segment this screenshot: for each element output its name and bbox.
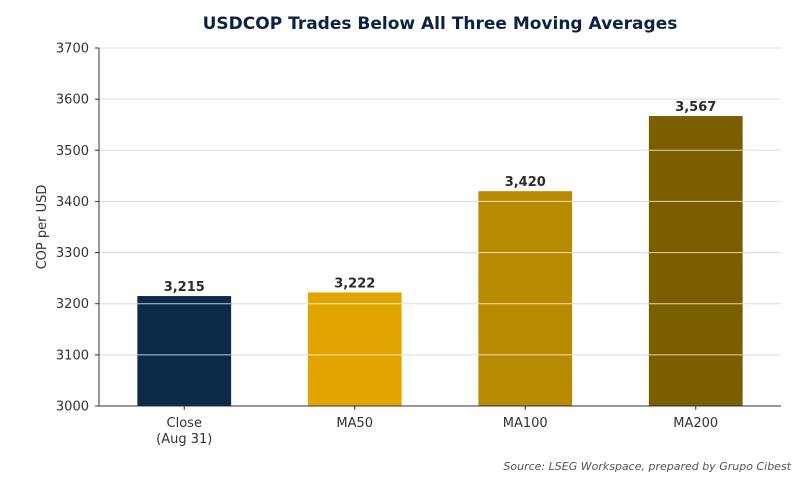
data-label: 3,420 (505, 175, 546, 190)
bar (137, 296, 232, 406)
y-tick-label: 3500 (56, 144, 89, 159)
data-label: 3,567 (675, 100, 716, 115)
bar (307, 292, 402, 406)
y-tick-label: 3300 (56, 246, 89, 261)
bar (648, 116, 743, 407)
data-label: 3,222 (334, 276, 375, 291)
y-tick-label: 3600 (56, 93, 89, 108)
axes (95, 47, 781, 410)
bars (137, 116, 743, 407)
bar-gridlines (137, 149, 743, 356)
y-tick-label: 3200 (56, 297, 89, 312)
x-tick-label: Close (Aug 31) (156, 416, 212, 447)
data-labels: 3,215 3,222 3,420 3,567 (164, 100, 717, 295)
y-tick-label: 3400 (56, 195, 89, 210)
y-tick-label: 3100 (56, 348, 89, 363)
y-tick-label: 3700 (56, 42, 89, 57)
x-tick-label: MA200 (673, 416, 718, 431)
x-tick-labels: Close (Aug 31) MA50 MA100 MA200 (156, 416, 718, 447)
y-tick-label: 3000 (56, 400, 89, 415)
y-axis-label: COP per USD (35, 185, 50, 270)
chart-title: USDCOP Trades Below All Three Moving Ave… (203, 14, 678, 34)
x-tick-label: MA50 (336, 416, 373, 431)
source-note: Source: LSEG Workspace, prepared by Grup… (503, 460, 791, 473)
y-tick-labels: 3000 3100 3200 3300 3400 3500 3600 3700 (56, 42, 89, 415)
data-label: 3,215 (164, 280, 205, 295)
x-tick-label: MA100 (503, 416, 548, 431)
bar (478, 191, 573, 406)
